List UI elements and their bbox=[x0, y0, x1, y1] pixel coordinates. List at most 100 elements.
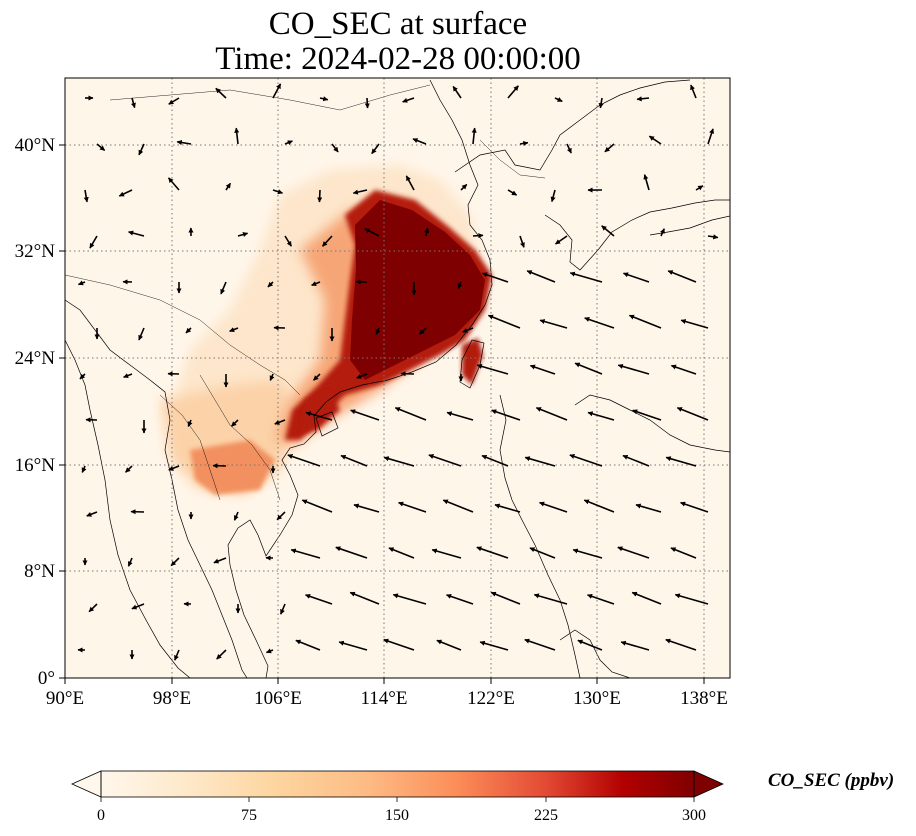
wind-arrow bbox=[507, 189, 518, 196]
wind-arrow bbox=[335, 546, 368, 559]
colorbar-extend-high bbox=[693, 770, 724, 798]
wind-arrow bbox=[265, 648, 274, 654]
colorbar-title: CO_SEC (ppbv) bbox=[768, 770, 895, 791]
wind-arrow bbox=[168, 97, 180, 105]
wind-arrow bbox=[350, 409, 380, 421]
wind-arrow bbox=[388, 547, 415, 559]
wind-arrow bbox=[170, 557, 180, 567]
colorbar-outline bbox=[100, 770, 695, 798]
wind-arrow bbox=[225, 182, 232, 191]
wind-arrow bbox=[680, 501, 709, 513]
wind-arrow bbox=[418, 327, 427, 335]
wind-arrow bbox=[620, 640, 650, 651]
wind-arrow bbox=[554, 97, 563, 103]
wind-arrow bbox=[539, 501, 568, 513]
wind-arrow bbox=[631, 591, 662, 605]
wind-arrow bbox=[272, 83, 282, 99]
colorbar-gradient bbox=[101, 771, 694, 797]
wind-arrow bbox=[676, 407, 709, 421]
wind-arrow bbox=[77, 280, 86, 286]
wind-arrow bbox=[446, 411, 474, 421]
wind-arrow bbox=[674, 593, 709, 605]
wind-arrow bbox=[471, 127, 477, 145]
wind-arrow bbox=[690, 84, 697, 99]
wind-arrow bbox=[550, 189, 556, 203]
wind-arrow bbox=[230, 419, 239, 427]
wind-arrow bbox=[628, 314, 662, 329]
wind-arrow bbox=[290, 548, 321, 559]
wind-arrow bbox=[431, 548, 462, 559]
wind-arrow bbox=[312, 373, 321, 381]
wind-arrow bbox=[349, 591, 380, 605]
wind-arrow bbox=[598, 97, 604, 109]
wind-arrow bbox=[635, 503, 662, 513]
wind-arrow bbox=[442, 499, 474, 513]
wind-arrow bbox=[622, 272, 650, 283]
wind-arrow bbox=[356, 373, 368, 379]
wind-arrow bbox=[481, 454, 509, 467]
wind-arrow bbox=[667, 270, 697, 283]
wind-arrow bbox=[707, 128, 715, 145]
wind-arrow bbox=[446, 593, 474, 605]
x-tick-label: 98°E bbox=[153, 688, 191, 709]
wind-arrow bbox=[617, 546, 650, 559]
wind-arrow bbox=[412, 138, 427, 145]
wind-arrow bbox=[86, 511, 98, 517]
wind-arrow bbox=[123, 373, 133, 379]
wind-arrow bbox=[284, 235, 292, 247]
wind-arrow bbox=[529, 547, 556, 559]
wind-arrow bbox=[524, 638, 556, 651]
wind-arrow bbox=[88, 603, 98, 613]
colorbar-tick-label: 75 bbox=[241, 807, 257, 824]
colorbar-extend-low bbox=[71, 770, 102, 798]
wind-arrow bbox=[319, 96, 329, 102]
wind-arrow bbox=[127, 557, 133, 567]
colorbar-tick-label: 300 bbox=[682, 807, 706, 824]
wind-arrow bbox=[680, 319, 709, 329]
wind-arrow bbox=[331, 143, 339, 153]
map-title-line1: CO_SEC at surface bbox=[268, 6, 528, 42]
map-frame bbox=[64, 77, 731, 679]
wind-arrow bbox=[305, 411, 333, 421]
wind-arrow bbox=[572, 548, 603, 559]
graticule bbox=[65, 78, 730, 678]
wind-arrow bbox=[168, 465, 180, 471]
co-sec-concentration-field bbox=[160, 165, 492, 495]
wind-arrow bbox=[138, 327, 145, 341]
wind-arrow bbox=[96, 143, 106, 152]
wind-arrow bbox=[287, 454, 321, 467]
wind-arrow bbox=[494, 503, 521, 513]
wind-arrow bbox=[670, 364, 697, 375]
y-tick-label: 40°N bbox=[15, 135, 56, 156]
wind-arrow bbox=[301, 499, 333, 513]
wind-arrow bbox=[402, 97, 415, 103]
wind-arrow bbox=[524, 456, 556, 467]
wind-arrow bbox=[577, 639, 603, 651]
wind-arrow bbox=[364, 227, 380, 237]
country-borders bbox=[65, 84, 546, 501]
wind-arrow bbox=[364, 97, 370, 109]
wind-arrow bbox=[284, 140, 293, 146]
wind-arrow bbox=[428, 454, 462, 467]
wind-arrow bbox=[601, 225, 615, 237]
colorbar-tick-label: 0 bbox=[97, 807, 105, 824]
colorbar-tick-label: 150 bbox=[385, 807, 409, 824]
x-tick-label: 114°E bbox=[361, 688, 408, 709]
wind-arrow bbox=[269, 373, 275, 381]
wind-arrow bbox=[405, 175, 415, 191]
wind-arrow bbox=[574, 362, 603, 375]
wind-arrow bbox=[131, 603, 145, 610]
wind-arrow bbox=[274, 419, 286, 425]
wind-arrow bbox=[237, 232, 249, 237]
wind-arrow bbox=[491, 409, 521, 421]
y-tick-labels: 0° 8°N 16°N 24°N 32°N 40°N bbox=[15, 135, 56, 689]
wind-arrow bbox=[216, 649, 227, 660]
wind-arrow bbox=[481, 272, 509, 283]
wind-arrow bbox=[83, 189, 89, 203]
wind-arrow bbox=[279, 603, 286, 615]
wind-arrow bbox=[460, 183, 468, 191]
wind-arrow bbox=[452, 85, 462, 99]
wind-arrow bbox=[519, 140, 529, 146]
wind-arrow bbox=[311, 281, 321, 287]
